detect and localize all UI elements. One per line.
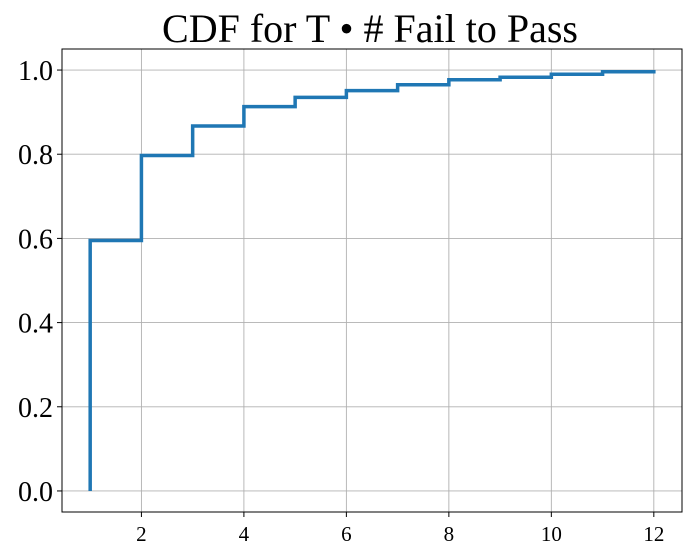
grid	[62, 49, 682, 512]
series-layer	[88, 69, 656, 491]
plot-frame	[61, 48, 683, 513]
x-tick-label: 6	[341, 522, 352, 546]
cdf-step-line	[88, 69, 656, 491]
x-tick-label: 4	[239, 522, 250, 546]
axis-ticks: 2 4 6 8 10 12 0.0 0.2 0.4 0.6 0.8 1.0	[18, 56, 664, 546]
y-tick-label: 0.6	[18, 224, 53, 255]
x-tick-label: 10	[541, 522, 562, 546]
chart-title: CDF for T • # Fail to Pass	[162, 6, 578, 51]
y-tick-label: 0.8	[18, 140, 53, 171]
y-tick-label: 1.0	[18, 56, 53, 87]
x-tick-label: 2	[136, 522, 147, 546]
y-tick-label: 0.4	[18, 309, 53, 340]
y-tick-label: 0.0	[18, 477, 53, 508]
x-tick-label: 8	[444, 522, 455, 546]
x-tick-label: 12	[643, 522, 664, 546]
y-tick-label: 0.2	[18, 393, 53, 424]
